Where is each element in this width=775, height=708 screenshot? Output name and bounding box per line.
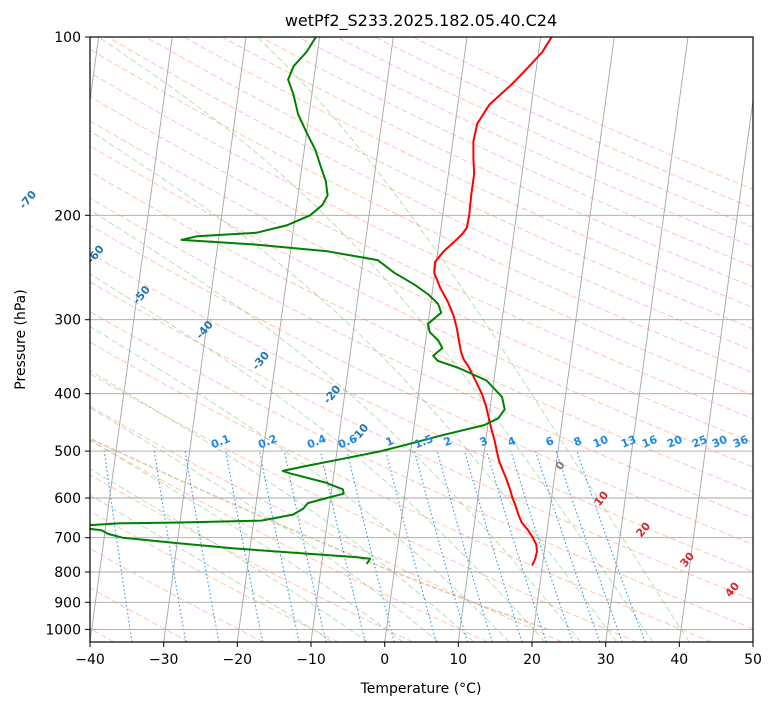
x-axis-title: Temperature (°C) [360,681,482,697]
dry-adiabat [183,37,753,309]
mixing-ratio-line [486,450,547,642]
mixing-ratio-line [555,450,623,642]
dry-adiabat [90,341,712,642]
mixing-ratio-label: 1 [384,434,396,449]
moist-adiabat [256,37,690,642]
mixing-ratio-line [535,450,601,642]
dry-adiabat [90,311,753,630]
y-tick-label: 100 [54,30,81,46]
moist-adiabat [90,273,546,642]
isotherm-line [457,37,542,642]
mixing-ratio-line [413,450,469,642]
isotherm-line [531,37,615,642]
mixing-ratio-label: 36 [731,433,750,451]
plot-frame [89,36,754,643]
isotherm-line [236,37,321,642]
mixing-ratio-line [283,450,327,642]
dry-adiabat [90,95,753,420]
mixing-ratio-line [258,450,300,642]
chart-title: wetPf2_S233.2025.182.05.40.C24 [285,11,557,31]
isotherm-line [605,37,689,642]
y-tick-label: 400 [54,387,81,403]
x-tick-label: −10 [296,652,326,668]
dry-adiabat [90,439,488,642]
x-tick-label: 10 [449,652,467,668]
dry-adiabat [90,48,753,374]
isotherm-line [310,37,394,642]
mixing-ratio-line [225,451,264,642]
x-tick-label: −20 [223,652,253,668]
dry-adiabat [90,224,753,545]
mixing-ratio-label: 8 [572,434,584,449]
mixing-ratio-line [319,450,366,642]
profile-lines [90,37,553,566]
dry-adiabat [90,510,339,642]
dry-adiabat [107,37,753,351]
y-tick-label: 700 [54,531,81,547]
y-tick-label: 1000 [45,622,81,638]
moist-adiabat [90,369,475,642]
mixing-ratio-label: 2 [442,434,454,449]
grid-lines [90,37,753,642]
y-tick-label: 800 [54,565,81,581]
y-tick-label: 500 [54,444,81,460]
y-tick-label: 200 [54,208,81,224]
mixing-ratio-line [510,450,574,642]
y-tick-label: 600 [54,491,81,507]
moist-adiabat [90,209,582,642]
y-tick-label: 300 [54,313,81,329]
moist-adiabat [90,468,368,642]
mixing-ratio-label: 13 [619,433,638,451]
x-tick-label: −40 [75,652,105,668]
x-tick-label: 0 [380,652,389,668]
dry-adiabat [90,72,753,396]
dewpoint-profile [90,37,506,565]
reference-curve [90,437,549,631]
x-axis: −40 −30 −20 −10 0 10 20 30 40 50 [75,642,762,668]
mixing-ratio-line [576,450,646,642]
mixing-ratio-label: 16 [640,433,659,451]
x-tick-label: −30 [149,652,179,668]
isotherm-line [90,37,173,642]
x-tick-label: 50 [744,652,762,668]
mixing-ratio-line [385,450,437,642]
mixing-ratio-line [436,450,493,642]
dry-adiabat [90,373,638,642]
isotherm-line [163,37,247,642]
moist-adiabat [90,439,404,642]
x-tick-label: 30 [597,652,615,668]
dry-adiabat [90,145,753,468]
mixing-ratio-label: 30 [710,433,729,451]
dry-adiabat [90,548,264,642]
y-axis: 100 200 300 400 500 600 700 800 900 1000 [45,30,90,638]
mixing-ratio-label: 3 [478,434,490,449]
dry-adiabat [90,197,753,519]
mixing-ratio-label: 25 [690,433,709,451]
isotherm-line [678,96,753,642]
mixing-ratio-line [464,450,523,642]
isotherm-line [384,37,468,642]
x-tick-label: 20 [523,652,541,668]
moist-adiabat [90,130,618,642]
y-tick-label: 900 [54,595,81,611]
y-axis-title: Pressure (hPa) [13,289,29,389]
temperature-profile [433,37,553,566]
moist-adiabat [90,407,439,642]
mixing-ratio-label: 20 [665,433,684,451]
x-tick-label: 40 [670,652,688,668]
mixing-ratio-label: 10 [591,433,610,451]
